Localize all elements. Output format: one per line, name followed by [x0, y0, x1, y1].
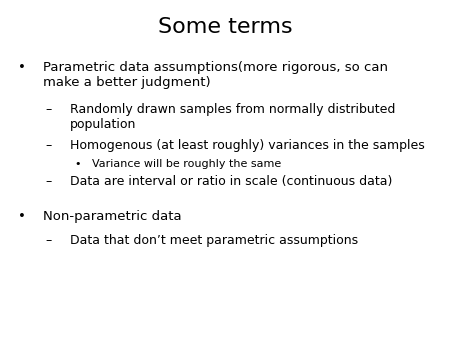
Text: –: – — [45, 103, 51, 116]
Text: Data that don’t meet parametric assumptions: Data that don’t meet parametric assumpti… — [70, 234, 358, 247]
Text: –: – — [45, 234, 51, 247]
Text: –: – — [45, 175, 51, 188]
Text: Variance will be roughly the same: Variance will be roughly the same — [92, 159, 282, 169]
Text: •: • — [74, 159, 81, 169]
Text: •: • — [18, 61, 26, 74]
Text: –: – — [45, 139, 51, 152]
Text: Data are interval or ratio in scale (continuous data): Data are interval or ratio in scale (con… — [70, 175, 392, 188]
Text: Homogenous (at least roughly) variances in the samples: Homogenous (at least roughly) variances … — [70, 139, 424, 152]
Text: Non-parametric data: Non-parametric data — [43, 210, 181, 223]
Text: Randomly drawn samples from normally distributed
population: Randomly drawn samples from normally dis… — [70, 103, 395, 131]
Text: Parametric data assumptions(more rigorous, so can
make a better judgment): Parametric data assumptions(more rigorou… — [43, 61, 388, 89]
Text: Some terms: Some terms — [158, 17, 292, 37]
Text: •: • — [18, 210, 26, 223]
